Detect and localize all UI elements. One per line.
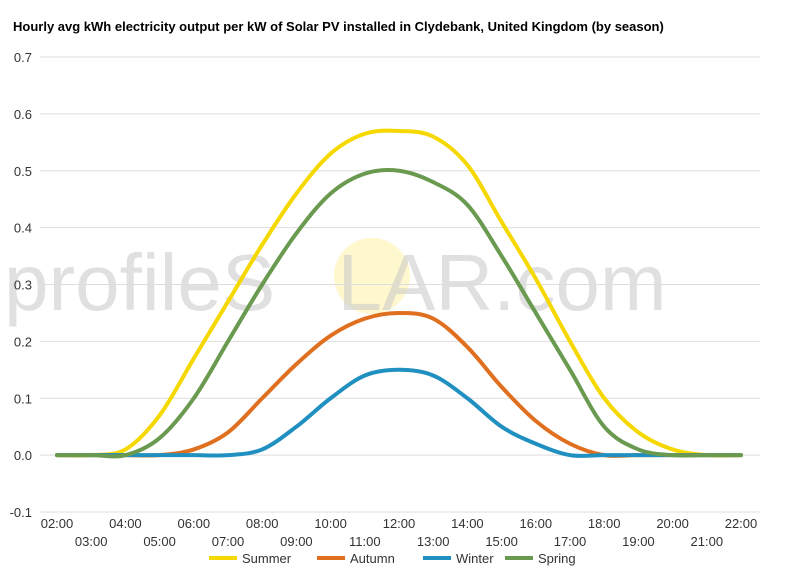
watermark-text: profileSOLAR.com (4, 238, 666, 327)
y-tick-label: -0.1 (10, 505, 32, 520)
x-tick-label: 04:00 (109, 516, 142, 531)
x-axis: 02:0003:0004:0005:0006:0007:0008:0009:00… (41, 516, 758, 549)
series-line-spring (55, 168, 743, 459)
x-tick-label: 11:00 (349, 534, 381, 549)
watermark-sun-icon (334, 238, 410, 314)
chart-title: Hourly avg kWh electricity output per kW… (13, 19, 664, 34)
watermark: profileSOLAR.com (4, 238, 666, 327)
y-axis: -0.1 0.0 0.1 0.2 0.3 0.4 0.5 0.6 0.7 (10, 50, 32, 520)
grid (40, 56, 760, 513)
legend-item-winter[interactable]: Winter (423, 551, 494, 566)
x-tick-label: 09:00 (280, 534, 313, 549)
x-tick-label: 03:00 (75, 534, 108, 549)
y-tick-label: 0.6 (14, 107, 32, 122)
legend-label: Spring (538, 551, 576, 566)
x-tick-label: 14:00 (451, 516, 484, 531)
x-tick-label: 13:00 (417, 534, 450, 549)
legend: Summer Autumn Winter Spring (209, 551, 576, 566)
x-tick-label: 16:00 (520, 516, 553, 531)
legend-item-spring[interactable]: Spring (505, 551, 576, 566)
x-tick-label: 19:00 (622, 534, 655, 549)
x-tick-label: 17:00 (554, 534, 587, 549)
x-tick-label: 15:00 (485, 534, 518, 549)
legend-label: Summer (242, 551, 292, 566)
legend-label: Autumn (350, 551, 395, 566)
legend-swatch (505, 556, 533, 560)
x-tick-label: 02:00 (41, 516, 74, 531)
x-tick-label: 07:00 (212, 534, 245, 549)
x-tick-label: 20:00 (656, 516, 689, 531)
y-tick-label: 0.4 (14, 221, 32, 236)
x-tick-label: 05:00 (143, 534, 176, 549)
series-line-winter (55, 367, 743, 458)
x-tick-label: 10:00 (314, 516, 347, 531)
x-tick-label: 18:00 (588, 516, 621, 531)
legend-item-autumn[interactable]: Autumn (317, 551, 395, 566)
y-tick-label: 0.3 (14, 278, 32, 293)
legend-item-summer[interactable]: Summer (209, 551, 292, 566)
y-tick-label: 0.2 (14, 334, 32, 349)
legend-swatch (423, 556, 451, 560)
x-tick-label: 06:00 (178, 516, 211, 531)
legend-swatch (317, 556, 345, 560)
y-tick-label: 0.0 (14, 448, 32, 463)
y-tick-label: 0.7 (14, 50, 32, 65)
series-line-summer (55, 128, 743, 458)
y-tick-label: 0.5 (14, 164, 32, 179)
x-tick-label: 08:00 (246, 516, 279, 531)
series-lines (55, 128, 743, 459)
y-tick-label: 0.1 (14, 391, 32, 406)
legend-swatch (209, 556, 237, 560)
x-tick-label: 22:00 (725, 516, 758, 531)
legend-label: Winter (456, 551, 494, 566)
x-tick-label: 21:00 (691, 534, 724, 549)
x-tick-label: 12:00 (383, 516, 416, 531)
